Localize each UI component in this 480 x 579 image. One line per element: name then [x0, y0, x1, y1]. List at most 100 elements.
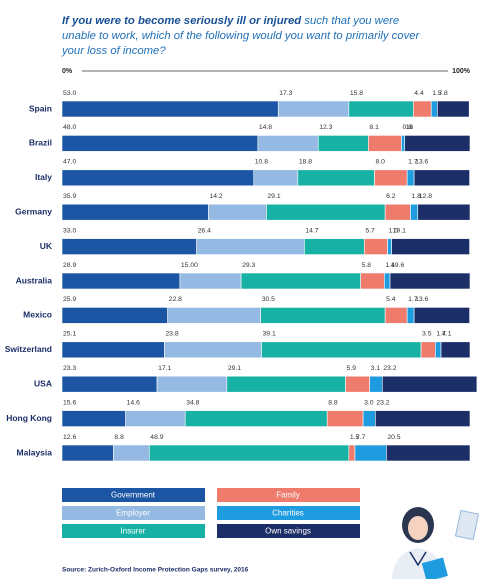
- category-label: Spain: [29, 103, 52, 113]
- value-label: 3.0: [364, 399, 374, 406]
- value-label: 1.5: [432, 90, 442, 97]
- title-bold: If you were to become seriously ill or i…: [62, 15, 302, 27]
- title-rest: such that you were unable to work, which…: [62, 15, 420, 57]
- bar-segment: [179, 272, 242, 290]
- value-label: 14.8: [259, 124, 272, 131]
- value-label: 8.8: [328, 399, 338, 406]
- value-label: 4.4: [414, 90, 424, 97]
- value-label: 1.7: [408, 296, 418, 303]
- value-label: 34.8: [186, 399, 199, 406]
- value-label: 7.1: [442, 331, 452, 338]
- legend-label: Employer: [116, 509, 150, 518]
- legend-swatch: [62, 488, 205, 502]
- bar-segment: [164, 341, 262, 359]
- legend-label: Own savings: [265, 527, 311, 536]
- legend-label: Charities: [272, 509, 304, 518]
- value-label: 33.0: [63, 227, 76, 234]
- bar-segment: [420, 341, 436, 359]
- category-label: Hong Kong: [6, 413, 52, 423]
- category-label: Australia: [16, 275, 53, 285]
- bar-segment: [417, 203, 471, 221]
- value-label: 12.6: [63, 434, 76, 441]
- value-label: 5.7: [365, 227, 375, 234]
- x-tick-label: 100%: [452, 68, 471, 75]
- bar-segment: [384, 272, 391, 290]
- value-label: 53.0: [63, 90, 76, 97]
- value-label: 25.1: [63, 331, 76, 338]
- bar-segment: [391, 238, 470, 255]
- value-label: 15.6: [63, 399, 76, 406]
- bar-segment: [317, 135, 369, 152]
- value-label: 30.5: [262, 296, 275, 303]
- value-label: 14.2: [209, 193, 222, 200]
- bar-segment: [61, 307, 168, 324]
- value-label: 13.6: [415, 159, 428, 166]
- bar-segment: [240, 272, 361, 290]
- legend-swatch: [62, 524, 205, 538]
- bar-segment: [384, 203, 411, 221]
- value-label: 5.4: [386, 296, 396, 303]
- value-label: 7.7: [356, 434, 366, 441]
- bar-segment: [384, 307, 408, 324]
- bar-segment: [435, 341, 442, 359]
- bar-segment: [226, 375, 346, 393]
- bar-segment: [381, 375, 478, 393]
- bar-segment: [404, 135, 471, 152]
- bar-segment: [61, 169, 255, 187]
- bar-segment: [297, 169, 375, 187]
- value-label: 14.6: [127, 399, 140, 406]
- value-label: 39.1: [263, 331, 276, 338]
- bar-segment: [386, 444, 471, 462]
- bar-segment: [430, 100, 438, 118]
- bar-segment: [149, 444, 350, 462]
- value-label: 48.9: [150, 434, 163, 441]
- value-label: 28.9: [63, 262, 76, 269]
- value-label: 48.0: [63, 124, 76, 131]
- category-label: Mexico: [23, 310, 52, 320]
- bar-segment: [61, 444, 114, 462]
- value-label: 20.5: [387, 434, 400, 441]
- category-label: USA: [34, 378, 52, 388]
- bar-segment: [257, 135, 319, 152]
- value-label: 17.3: [279, 90, 292, 97]
- category-label: Malaysia: [17, 447, 53, 457]
- value-label: 1.4: [436, 331, 446, 338]
- bar-segment: [266, 203, 386, 221]
- value-label: 7.8: [438, 90, 448, 97]
- bar-segment: [412, 100, 432, 118]
- bar-segment: [375, 410, 471, 427]
- value-label: 17.1: [158, 365, 171, 372]
- legend-label: Government: [111, 491, 156, 500]
- bar-segment: [348, 100, 414, 118]
- value-label: 12.3: [319, 124, 332, 131]
- legend-swatch: [217, 488, 360, 502]
- value-label: 3.1: [371, 365, 381, 372]
- value-label: 0.8: [402, 124, 412, 131]
- bar-segment: [208, 203, 267, 221]
- bar-segment: [401, 135, 406, 152]
- legend-label: Family: [276, 491, 300, 500]
- bar-segment: [437, 100, 470, 118]
- value-label: 1.4: [385, 262, 395, 269]
- bar-segment: [368, 135, 402, 152]
- bar-segment: [61, 410, 126, 427]
- bar-segment: [61, 272, 181, 290]
- value-label: 3.5: [422, 331, 432, 338]
- bar-segment: [387, 238, 392, 255]
- bar-segment: [360, 272, 385, 290]
- value-label: 13.6: [415, 296, 428, 303]
- bar-segment: [113, 444, 150, 462]
- value-label: 47.0: [63, 159, 76, 166]
- bar-segment: [304, 238, 365, 255]
- bar-segment: [167, 307, 261, 324]
- bar-segment: [406, 169, 415, 187]
- bar-segment: [369, 375, 383, 393]
- value-label: 15.8: [350, 90, 363, 97]
- value-label: 1.8: [411, 193, 421, 200]
- bar-segment: [345, 375, 370, 393]
- bar-segment: [156, 375, 228, 393]
- value-label: 8.8: [114, 434, 124, 441]
- category-label: Germany: [15, 206, 52, 216]
- value-label: 23.2: [376, 399, 389, 406]
- value-label: 14.7: [305, 227, 318, 234]
